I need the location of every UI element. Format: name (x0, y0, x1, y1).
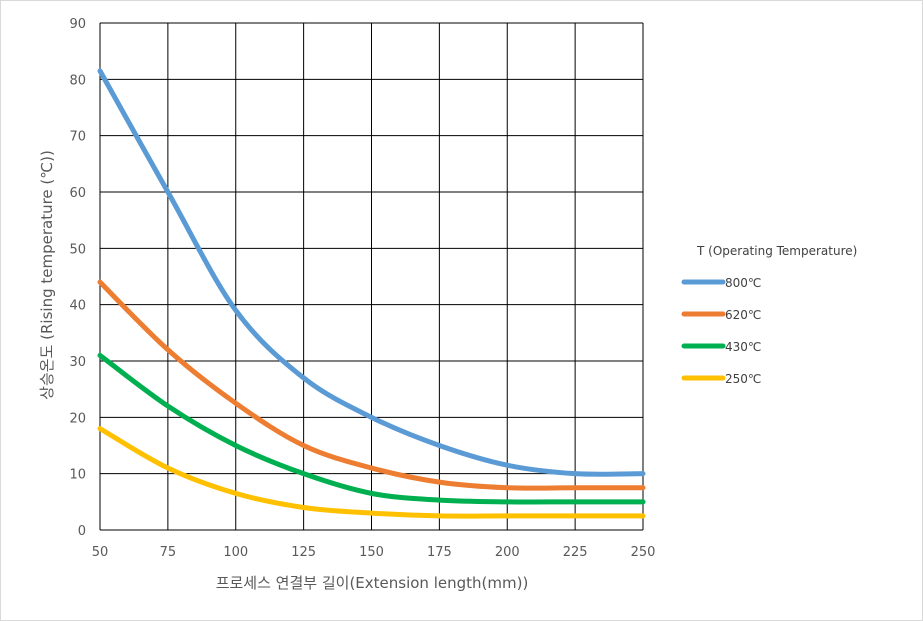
series-line-250 (97, 426, 646, 519)
gridlines (99, 22, 644, 531)
y-tick-label: 10 (69, 468, 86, 483)
y-tick-label: 40 (69, 299, 86, 314)
x-tick-label: 50 (92, 545, 109, 560)
x-tick-label: 200 (495, 545, 520, 560)
y-tick-label: 50 (69, 242, 86, 257)
legend-entry-label: 430℃ (725, 340, 761, 354)
y-tick-label: 60 (69, 186, 86, 201)
x-tick-label: 125 (291, 545, 316, 560)
x-tick-label: 75 (160, 545, 177, 560)
x-tick-label: 100 (223, 545, 248, 560)
legend-entry-label: 250℃ (725, 372, 761, 386)
y-tick-label: 20 (69, 411, 86, 426)
y-tick-label: 0 (78, 524, 86, 539)
x-axis-ticks: 50 75 100 125 150 175 200 225 250 (92, 545, 656, 560)
legend-title: T (Operating Temperature) (696, 244, 857, 258)
y-axis-label: 상승온도 (Rising temperature (℃)) (38, 150, 56, 400)
y-tick-label: 70 (69, 130, 86, 145)
x-tick-label: 150 (359, 545, 384, 560)
series-lines (97, 68, 646, 519)
legend: T (Operating Temperature) 800℃ 620℃ 430℃ 25… (681, 244, 857, 386)
x-axis-label: 프로세스 연결부 길이(Extension length(mm)) (216, 574, 529, 592)
x-tick-label: 225 (563, 545, 588, 560)
series-line-430 (97, 352, 646, 505)
x-tick-label: 250 (631, 545, 656, 560)
series-line-620 (97, 279, 646, 491)
series-line-800 (97, 68, 646, 477)
x-tick-label: 175 (427, 545, 452, 560)
y-tick-label: 80 (69, 73, 86, 88)
y-tick-label: 30 (69, 355, 86, 370)
legend-entry-label: 800℃ (725, 276, 761, 290)
legend-entry-label: 620℃ (725, 308, 761, 322)
y-axis-ticks: 0 10 20 30 40 50 60 70 80 90 (69, 17, 86, 539)
y-tick-label: 90 (69, 17, 86, 32)
